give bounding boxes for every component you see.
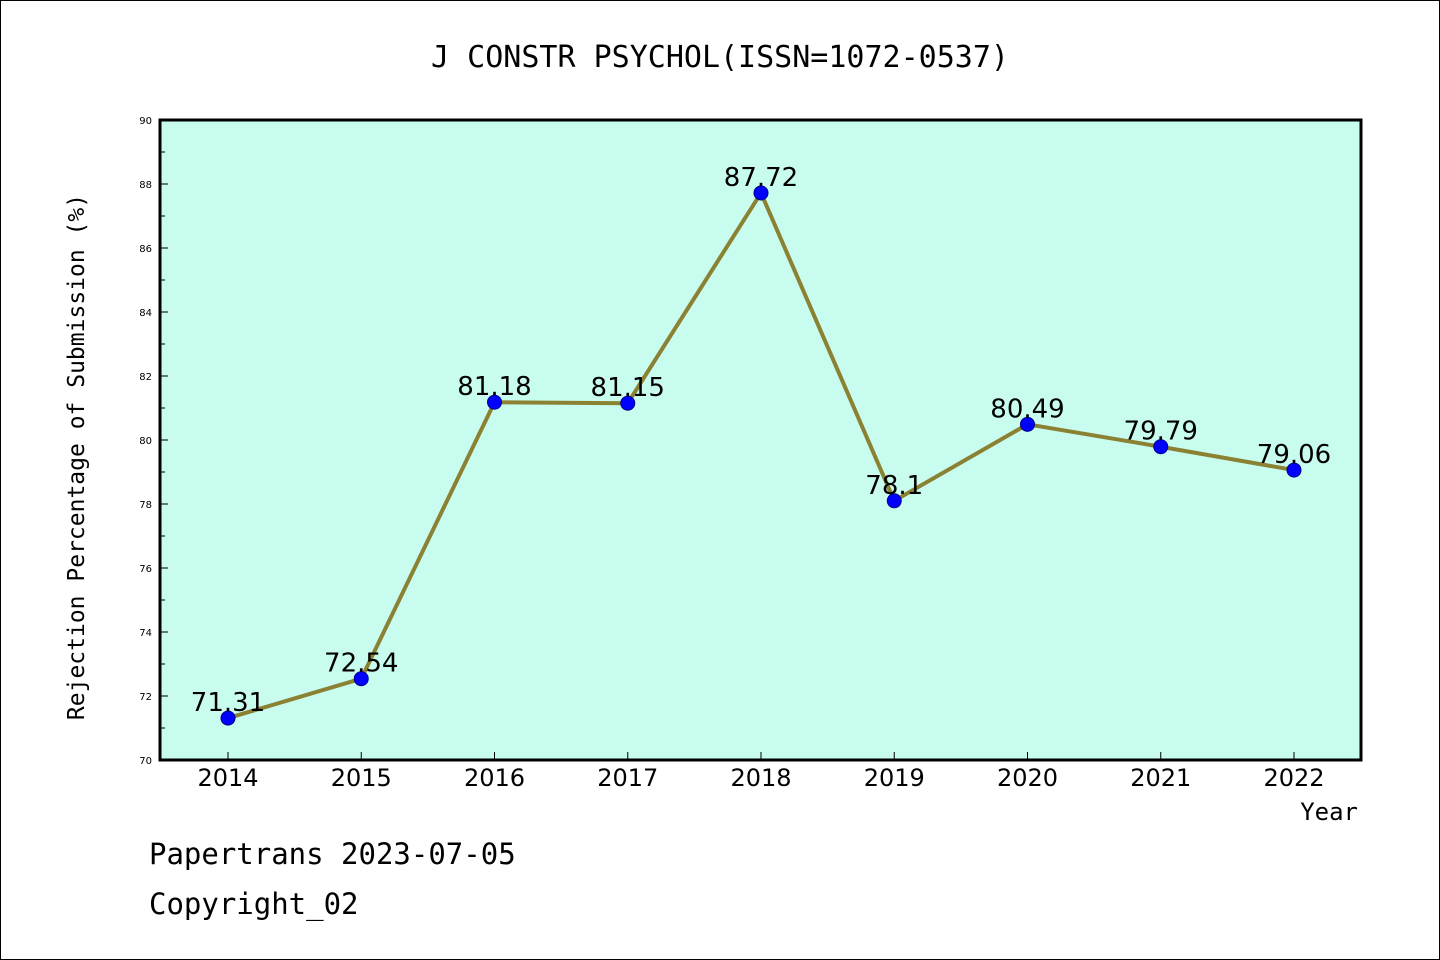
y-tick-label: 76: [139, 564, 152, 575]
plot-border: [158, 118, 1363, 762]
x-tick-label: 2016: [464, 764, 525, 792]
data-label: 79.79: [1124, 417, 1198, 447]
y-tick-label: 80: [139, 436, 152, 447]
x-tick-label: 2020: [997, 764, 1058, 792]
y-tick-label: 86: [139, 244, 152, 255]
y-tick-label: 84: [139, 308, 152, 319]
data-point: [220, 710, 236, 726]
x-tick-label: 2018: [730, 764, 791, 792]
y-tick-label: 74: [139, 628, 152, 639]
y-tick-label: 72: [139, 692, 152, 703]
x-tick-label: 2021: [1130, 764, 1191, 792]
data-point: [620, 395, 636, 411]
chart-title: J CONSTR PSYCHOL(ISSN=1072-0537): [431, 40, 1009, 75]
data-point: [1286, 462, 1302, 478]
x-axis: 2014 2015 2016 2017 2018 2019 2020 2021 2022: [197, 752, 1325, 792]
x-tick-label: 2014: [197, 764, 258, 792]
y-tick-label: 70: [139, 756, 152, 767]
data-label: 87.72: [724, 163, 798, 193]
data-point: [886, 493, 902, 509]
data-label: 80.49: [990, 394, 1064, 424]
y-tick-label: 90: [139, 116, 152, 127]
x-tick-label: 2017: [597, 764, 658, 792]
y-tick-label: 88: [139, 180, 152, 191]
x-tick-label: 2022: [1263, 764, 1324, 792]
y-axis-label: Rejection Percentage of Submission (%): [64, 194, 90, 720]
data-label: 81.18: [457, 372, 531, 402]
x-tick-label: 2019: [864, 764, 925, 792]
x-tick-label: 2015: [331, 764, 392, 792]
data-labels: 71.31 72.54 81.18 81.15 87.72 78.1 80.49 79.79 7…: [191, 163, 1331, 718]
data-point: [1020, 416, 1035, 432]
y-tick-label: 78: [139, 500, 152, 511]
y-tick-label: 82: [139, 372, 152, 383]
footer-line-1: Papertrans 2023-07-05: [149, 837, 516, 871]
data-label: 72.54: [324, 649, 398, 679]
data-label: 81.15: [591, 373, 665, 403]
footer-line-2: Copyright_02: [149, 887, 359, 922]
data-label: 71.31: [191, 688, 265, 718]
data-point: [353, 671, 369, 687]
data-point: [1153, 439, 1169, 455]
x-axis-label: Year: [1300, 798, 1358, 826]
data-label: 78.1: [865, 471, 923, 501]
data-label: 79.06: [1257, 440, 1331, 470]
data-point: [753, 185, 769, 201]
data-point: [487, 394, 502, 410]
data-series: [220, 185, 1302, 726]
